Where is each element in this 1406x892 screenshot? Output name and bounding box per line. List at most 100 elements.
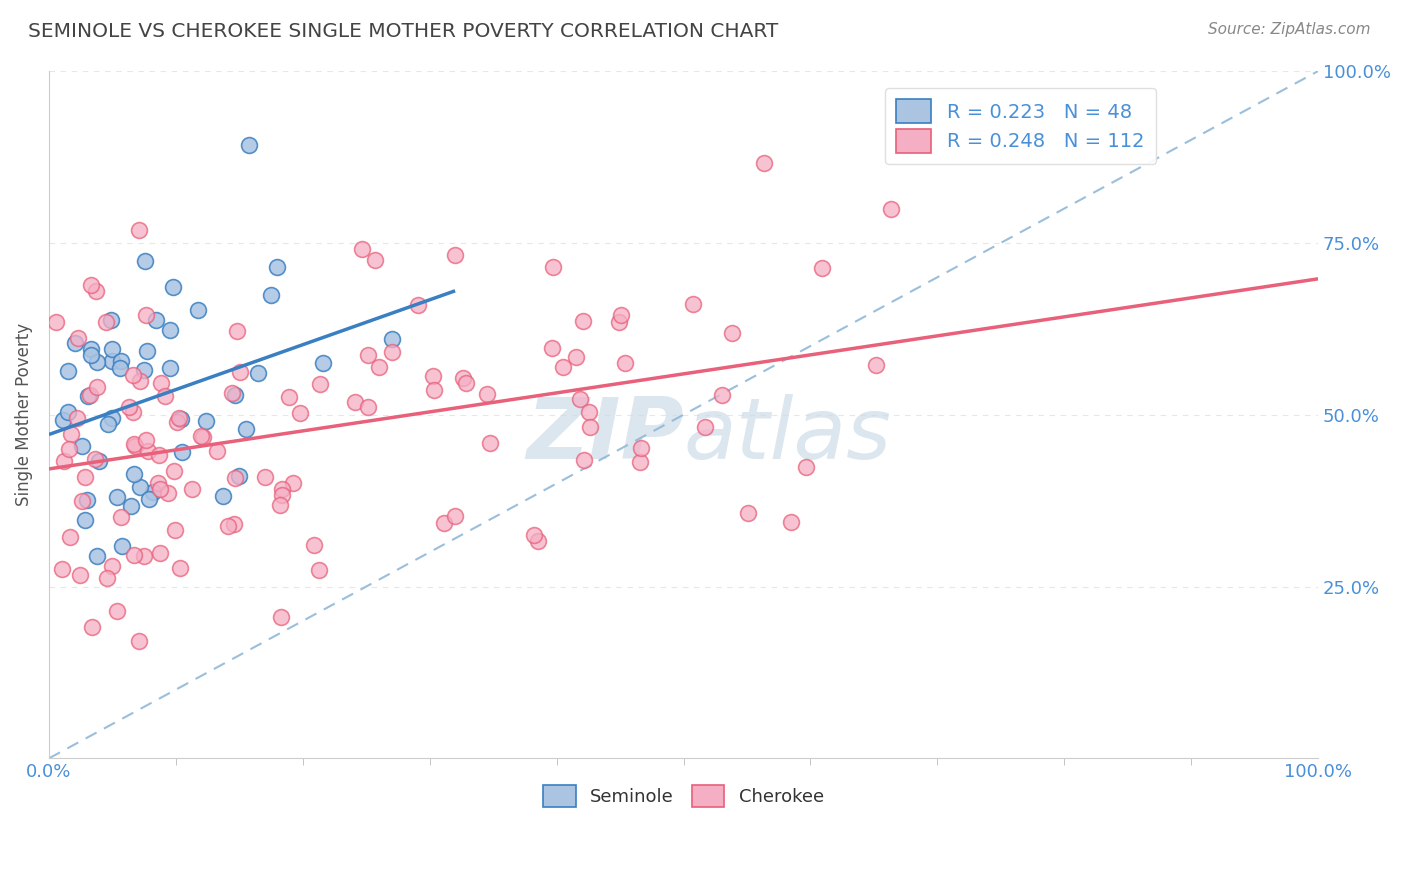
Point [610,309,633,323]
Point [225,324,247,338]
Point [67,331,90,345]
Point [475,386,498,401]
Point [780,515,803,529]
Point [607,315,630,329]
Point [79,388,101,402]
Point [737,507,759,521]
Point [142,485,165,500]
Point [235,422,257,436]
Point [145,313,167,327]
Point [122,368,145,383]
Point [693,420,716,434]
Point [308,563,330,577]
Point [406,297,429,311]
Legend: Seminole, Cherokee: Seminole, Cherokee [536,778,831,814]
Point [721,326,744,340]
Point [579,420,602,434]
Point [155,389,177,403]
Point [84,284,107,298]
Point [105,604,128,618]
Point [82,620,104,634]
Point [84,452,107,467]
Point [75,470,97,484]
Point [478,435,501,450]
Point [60,427,83,442]
Text: Source: ZipAtlas.com: Source: ZipAtlas.com [1208,22,1371,37]
Point [224,388,246,402]
Point [66,410,89,425]
Point [238,138,260,153]
Point [76,493,98,508]
Point [165,523,187,537]
Point [134,254,156,268]
Point [682,296,704,310]
Point [58,442,80,456]
Point [228,468,250,483]
Point [364,253,387,268]
Point [271,488,294,502]
Point [211,489,233,503]
Point [187,302,209,317]
Point [135,433,157,447]
Point [75,513,97,527]
Point [79,348,101,362]
Point [541,260,564,275]
Point [170,445,193,459]
Point [134,549,156,563]
Point [118,400,141,414]
Point [120,500,142,514]
Point [309,376,332,391]
Point [344,394,367,409]
Point [51,562,73,576]
Point [443,509,465,524]
Point [614,356,637,370]
Point [110,509,132,524]
Point [880,202,903,216]
Point [101,354,124,368]
Point [312,356,335,370]
Point [451,371,474,385]
Point [228,365,250,379]
Point [433,516,456,530]
Point [271,482,294,496]
Point [70,439,93,453]
Point [288,405,311,419]
Point [568,392,591,406]
Point [381,345,404,359]
Point [423,383,446,397]
Point [89,453,111,467]
Point [101,342,124,356]
Point [572,453,595,467]
Point [136,344,159,359]
Point [260,288,283,302]
Point [138,491,160,506]
Point [628,455,651,469]
Point [221,386,243,401]
Point [190,429,212,443]
Point [132,363,155,377]
Point [53,454,76,468]
Point [86,355,108,369]
Point [246,366,269,380]
Point [96,571,118,585]
Point [278,390,301,404]
Point [69,568,91,582]
Point [578,405,600,419]
Point [350,242,373,256]
Point [527,534,550,549]
Point [162,280,184,294]
Text: ZIP: ZIP [526,393,683,477]
Point [541,341,564,355]
Point [302,538,325,552]
Point [195,414,218,428]
Text: SEMINOLE VS CHEROKEE SINGLE MOTHER POVERTY CORRELATION CHART: SEMINOLE VS CHEROKEE SINGLE MOTHER POVER… [28,22,779,41]
Point [169,561,191,575]
Point [170,412,193,426]
Point [269,498,291,512]
Point [56,364,79,378]
Point [149,546,172,560]
Point [224,471,246,485]
Point [454,376,477,390]
Point [105,490,128,504]
Point [572,314,595,328]
